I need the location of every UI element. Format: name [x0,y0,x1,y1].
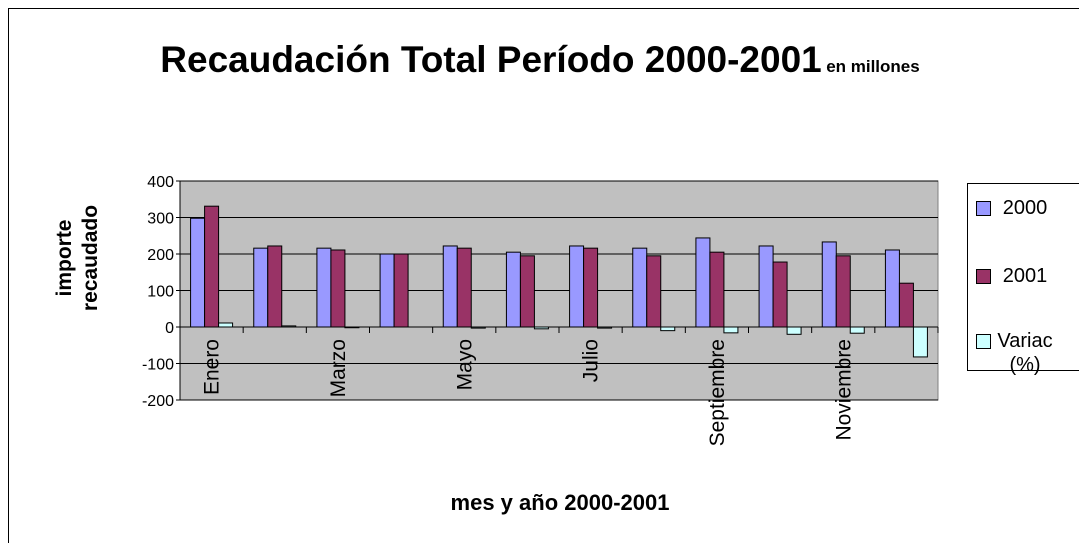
legend-item: 2001 [976,264,1072,288]
chart-subtitle: en millones [826,57,920,76]
x-tick-label: Marzo [327,339,350,397]
chart-title: Recaudación Total Período 2000-2001 [160,39,822,80]
bar [695,237,711,328]
bar [912,326,928,358]
bar [316,247,332,328]
bar [709,251,725,328]
x-axis-title: mes y año 2000-2001 [450,490,670,515]
legend: 2000 2001 Variac(%) [967,183,1079,376]
bar [821,241,837,328]
title-block: Recaudación Total Período 2000-2001 en m… [130,38,950,90]
bar [190,217,206,328]
legend-swatch [976,269,991,284]
bar [898,282,914,328]
bar [379,253,395,328]
bar [533,326,549,330]
bar [786,326,802,335]
y-axis-title: importe recaudado [53,204,102,312]
y-tick-label: 400 [147,174,174,191]
bar [519,255,535,328]
legend-swatch [976,201,991,216]
bar [505,251,521,328]
bar [772,261,788,328]
bar [849,326,865,334]
bar [597,326,613,329]
bar [344,326,360,329]
y-tick-label: 100 [147,284,174,301]
x-tick-label: Julio [580,339,603,382]
bar [393,253,409,328]
x-tick-label: Mayo [453,339,476,390]
bar [204,205,220,328]
legend-item: Variac(%) [976,329,1072,377]
bar [723,326,739,334]
bar [569,245,585,328]
bar [218,322,234,328]
bar [884,249,900,328]
bar [456,247,472,328]
bar [583,247,599,328]
bar [646,255,662,328]
bar [442,245,458,328]
y-tick-label: 200 [147,247,174,264]
bar [330,249,346,328]
x-tick-label: Septiembre [706,339,729,446]
legend-label: 2001 [1002,265,1048,287]
legend-swatch [976,334,991,349]
bar [758,245,774,328]
bar [267,245,283,328]
bar [281,325,297,328]
bar [660,326,676,332]
bar [632,247,648,328]
y-tick-label: -100 [142,357,174,374]
y-tick-label: 0 [165,320,174,337]
bar [835,255,851,328]
x-tick-label: Enero [201,339,224,395]
x-tick-label: Noviembre [832,339,855,441]
bar [253,247,269,328]
bar [470,326,486,329]
y-tick-label: -200 [142,393,174,410]
y-tick-label: 300 [147,211,174,228]
legend-label: Variac(%) [997,330,1053,376]
legend-item: 2000 [976,196,1072,220]
legend-label: 2000 [1002,197,1048,219]
